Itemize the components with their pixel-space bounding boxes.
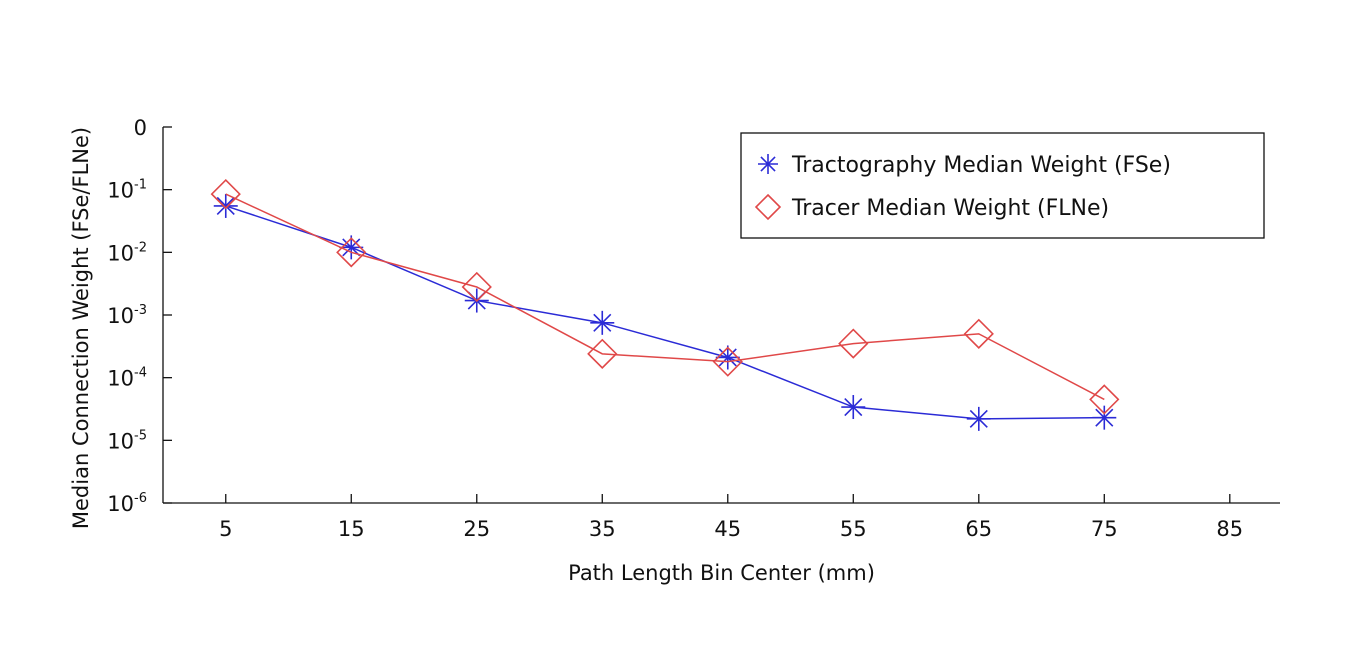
x-tick-label: 5 bbox=[219, 517, 232, 541]
y-tick-label: 10-5 bbox=[107, 428, 147, 453]
series-2 bbox=[210, 178, 1120, 415]
asterisk-point bbox=[213, 193, 238, 218]
asterisk-point bbox=[590, 310, 615, 335]
axes: 5 15 25 35 45 55 65 75 85 0 10-1 10-2 10-3 10-4 10-5 10… bbox=[107, 116, 1280, 541]
x-axis-title: Path Length Bin Center (mm) bbox=[568, 561, 875, 585]
diamond-point bbox=[712, 346, 743, 377]
diamond-point bbox=[336, 237, 367, 268]
legend-box bbox=[740, 132, 1265, 239]
legend-item: Tracer Median Weight (FLNe) bbox=[754, 193, 1109, 221]
asterisk-point bbox=[966, 406, 991, 431]
asterisk-point bbox=[1092, 405, 1117, 430]
asterisk-stroke bbox=[844, 397, 863, 417]
x-tick-label: 85 bbox=[1216, 517, 1243, 541]
series-1 bbox=[213, 193, 1117, 431]
asterisk-point bbox=[715, 345, 740, 370]
asterisk-point bbox=[758, 154, 778, 174]
x-tick-label: 45 bbox=[714, 517, 741, 541]
legend-item: Tractography Median Weight (FSe) bbox=[758, 153, 1171, 178]
legend-label: Tracer Median Weight (FLNe) bbox=[791, 196, 1109, 221]
diamond-point bbox=[754, 193, 782, 221]
diamond-point bbox=[963, 318, 994, 349]
asterisk-stroke bbox=[216, 196, 235, 215]
asterisk-stroke bbox=[593, 313, 612, 332]
diamond-point bbox=[587, 338, 618, 369]
asterisk-stroke bbox=[760, 156, 776, 172]
y-tick-label: 10-3 bbox=[107, 303, 147, 328]
asterisk-stroke bbox=[342, 238, 361, 257]
x-tick-label: 55 bbox=[840, 517, 867, 541]
asterisk-stroke bbox=[1095, 408, 1114, 427]
legend: Tractography Median Weight (FSe) Tracer M… bbox=[740, 132, 1265, 239]
series-layer bbox=[210, 178, 1120, 431]
x-tick-label: 25 bbox=[463, 517, 490, 541]
y-tick-label: 10-1 bbox=[107, 178, 147, 203]
diamond-point bbox=[461, 271, 492, 303]
legend-label: Tractography Median Weight (FSe) bbox=[791, 153, 1171, 178]
diamond-point bbox=[1089, 384, 1120, 415]
x-tick-label: 65 bbox=[965, 517, 992, 541]
series-line bbox=[225, 205, 1105, 420]
y-tick-label: 10-2 bbox=[107, 240, 147, 265]
y-axis-title: Median Connection Weight (FSe/FLNe) bbox=[69, 127, 93, 529]
y-tick-label: 0 bbox=[134, 116, 147, 140]
asterisk-point bbox=[841, 395, 866, 420]
asterisk-stroke bbox=[718, 348, 737, 367]
x-tick-label: 75 bbox=[1091, 517, 1118, 541]
x-tick-label: 15 bbox=[338, 517, 365, 541]
y-tick-label: 10-4 bbox=[107, 366, 147, 391]
x-tick-label: 35 bbox=[589, 517, 616, 541]
asterisk-stroke bbox=[969, 409, 988, 428]
series-line bbox=[225, 193, 1105, 401]
y-tick-label: 10-6 bbox=[107, 491, 147, 516]
diamond-point bbox=[838, 328, 869, 359]
diamond-point bbox=[210, 178, 241, 210]
